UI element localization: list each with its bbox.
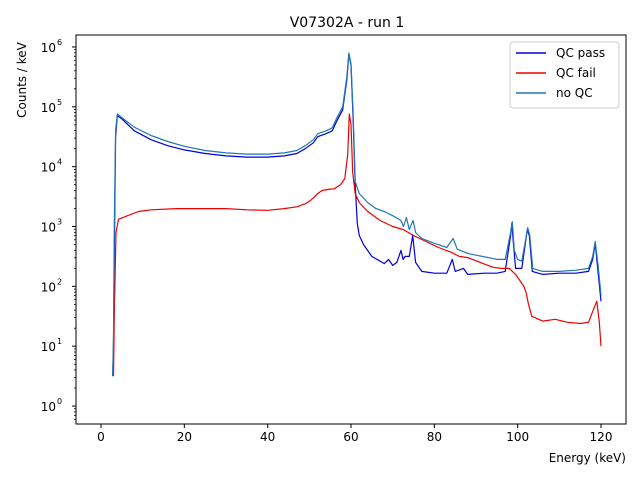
chart-title: V07302A - run 1	[290, 15, 405, 31]
y-axis-label: Counts / keV	[15, 41, 29, 117]
y-tick-exponent: 2	[57, 277, 62, 286]
y-tick-label: 10	[41, 161, 56, 175]
x-tick-label: 100	[506, 430, 529, 444]
x-tick-label: 120	[590, 430, 613, 444]
x-tick-label: 20	[177, 430, 192, 444]
legend-label-0: QC pass	[556, 46, 605, 60]
x-tick-label: 80	[427, 430, 442, 444]
legend-box	[509, 41, 620, 109]
legend: QC pass QC fail no QC	[509, 41, 620, 109]
legend-label-1: QC fail	[556, 66, 596, 80]
legend-label-2: no QC	[556, 86, 593, 100]
y-tick-label: 10	[41, 101, 56, 115]
y-tick-label: 10	[41, 400, 56, 414]
y-tick-exponent: 1	[57, 337, 62, 346]
y-tick-label: 10	[41, 280, 56, 294]
series-line-0	[112, 53, 602, 377]
y-tick-label: 10	[41, 340, 56, 354]
series-layer	[112, 52, 602, 377]
x-axis: 0 20 40 60 80 100 120	[97, 424, 612, 444]
y-tick-exponent: 5	[57, 98, 62, 107]
series-line-2	[112, 52, 602, 377]
x-tick-label: 40	[260, 430, 275, 444]
y-tick-exponent: 4	[57, 158, 62, 167]
y-tick-exponent: 3	[57, 218, 62, 227]
y-tick-label: 10	[41, 41, 56, 55]
y-tick-label: 10	[41, 221, 56, 235]
x-tick-label: 0	[97, 430, 105, 444]
y-tick-exponent: 0	[57, 397, 62, 406]
y-tick-exponent: 6	[57, 38, 62, 47]
x-axis-label: Energy (keV)	[549, 451, 626, 465]
series-line-1	[112, 113, 602, 377]
x-tick-label: 60	[343, 430, 358, 444]
